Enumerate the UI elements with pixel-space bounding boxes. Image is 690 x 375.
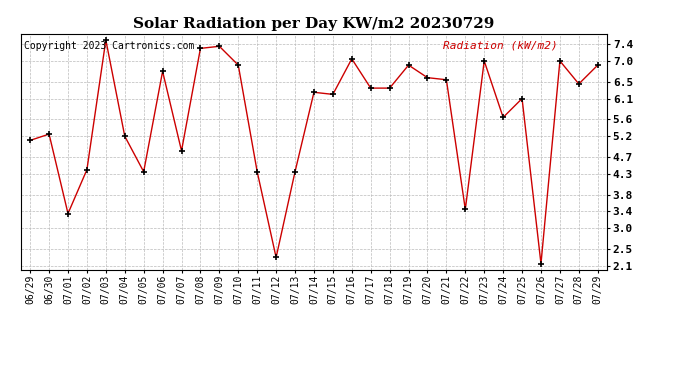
Text: Copyright 2023 Cartronics.com: Copyright 2023 Cartronics.com	[23, 41, 194, 51]
Title: Solar Radiation per Day KW/m2 20230729: Solar Radiation per Day KW/m2 20230729	[133, 17, 495, 31]
Text: Radiation (kW/m2): Radiation (kW/m2)	[443, 41, 558, 51]
